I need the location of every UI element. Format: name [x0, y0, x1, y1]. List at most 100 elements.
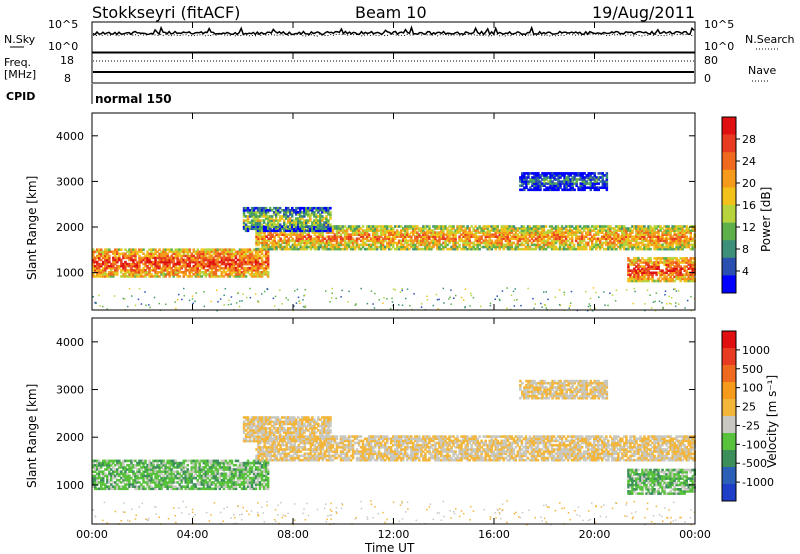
echo-cell-1	[293, 241, 296, 245]
echo-cell-0	[264, 271, 268, 274]
echo-cell-1	[289, 245, 292, 249]
echo-cell-0	[194, 252, 197, 256]
echo-cell-1	[379, 233, 383, 236]
echo-cell-0	[150, 466, 153, 469]
echo-cell-0	[134, 262, 137, 266]
echo-cell-1	[273, 247, 276, 251]
echo-cell-0	[174, 470, 177, 473]
scatter-point	[674, 288, 676, 290]
echo-cell-0	[238, 271, 242, 274]
scatter-point	[203, 291, 205, 293]
echo-cell-0	[160, 252, 163, 256]
echo-cell-1	[681, 243, 684, 247]
echo-cell-2	[262, 227, 266, 231]
echo-cell-0	[96, 474, 99, 478]
echo-cell-2	[266, 217, 270, 220]
echo-cell-0	[128, 474, 131, 478]
echo-cell-2	[297, 225, 300, 228]
echo-cell-0	[144, 258, 147, 262]
echo-cell-1	[454, 229, 457, 232]
echo-cell-1	[420, 229, 423, 232]
scatter-point	[293, 305, 295, 307]
echo-cell-0	[100, 476, 103, 480]
echo-cell-1	[677, 243, 680, 247]
echo-cell-1	[307, 237, 311, 241]
echo-cell-0	[208, 260, 212, 264]
echo-cell-2	[291, 227, 294, 231]
echo-cell-2	[258, 213, 262, 216]
echo-cell-1	[508, 243, 512, 247]
echo-cell-4	[599, 176, 602, 179]
echo-cell-0	[260, 252, 264, 256]
echo-cell-1	[329, 237, 333, 241]
echo-cell-1	[667, 225, 670, 228]
echo-cell-0	[178, 264, 181, 268]
echo-cell-1	[390, 239, 393, 243]
echo-cell-4	[519, 176, 522, 179]
echo-cell-1	[325, 239, 329, 243]
echo-cell-0	[146, 468, 149, 471]
echo-cell-0	[136, 269, 139, 272]
echo-cell-1	[400, 231, 403, 234]
echo-cell-0	[126, 269, 129, 272]
echo-cell-1	[416, 227, 419, 230]
echo-cell-0	[152, 269, 155, 272]
echo-cell-1	[345, 245, 349, 249]
echo-cell-1	[512, 229, 516, 232]
echo-cell-4	[543, 182, 546, 185]
echo-cell-0	[100, 262, 103, 266]
echo-cell-0	[106, 461, 109, 465]
scatter-point	[432, 304, 434, 307]
echo-cell-0	[244, 266, 248, 270]
scatter-point	[99, 305, 101, 307]
echo-cell-0	[112, 250, 115, 254]
echo-cell-1	[468, 231, 471, 234]
echo-cell-0	[170, 481, 173, 484]
echo-cell-1	[564, 239, 568, 243]
echo-cell-1	[558, 247, 562, 251]
echo-cell-0	[146, 260, 149, 264]
echo-cell-0	[250, 266, 254, 270]
echo-cell-1	[408, 247, 411, 251]
echo-cell-0	[106, 485, 109, 488]
echo-cell-0	[94, 264, 97, 268]
echo-cell-0	[158, 254, 161, 258]
echo-cell-2	[329, 217, 332, 220]
echo-cell-1	[406, 243, 409, 247]
echo-cell-3	[645, 261, 648, 264]
echo-cell-1	[343, 247, 347, 251]
echo-cell-1	[353, 241, 357, 245]
echo-cell-1	[381, 247, 385, 251]
echo-cell-0	[252, 248, 256, 251]
echo-cell-0	[202, 250, 206, 254]
echo-cell-2	[270, 217, 274, 220]
echo-cell-1	[329, 231, 333, 234]
echo-cell-1	[472, 243, 475, 247]
echo-cell-1	[369, 225, 373, 228]
echo-cell-4	[597, 172, 600, 175]
echo-cell-3	[649, 265, 652, 268]
echo-cell-1	[277, 243, 280, 247]
echo-cell-2	[305, 229, 308, 233]
echo-cell-0	[178, 483, 181, 486]
echo-cell-1	[414, 245, 417, 249]
echo-cell-1	[474, 233, 477, 236]
echo-cell-4	[539, 180, 542, 183]
echo-cell-0	[118, 485, 121, 488]
echo-cell-0	[250, 262, 254, 266]
echo-cell-2	[325, 223, 328, 226]
echo-cell-0	[148, 478, 151, 482]
echo-cell-3	[673, 265, 676, 268]
echo-cell-2	[317, 227, 320, 231]
echo-cell-1	[406, 241, 409, 245]
echo-cell-2	[321, 206, 324, 210]
echo-cell-0	[242, 275, 246, 278]
echo-cell-1	[404, 229, 407, 232]
echo-cell-1	[647, 243, 650, 247]
echo-cell-1	[516, 247, 520, 251]
echo-cell-1	[388, 225, 391, 228]
echo-cell-0	[160, 269, 163, 272]
scatter-point	[228, 299, 230, 302]
echo-cell-0	[138, 459, 141, 463]
scatter-point	[383, 297, 385, 299]
